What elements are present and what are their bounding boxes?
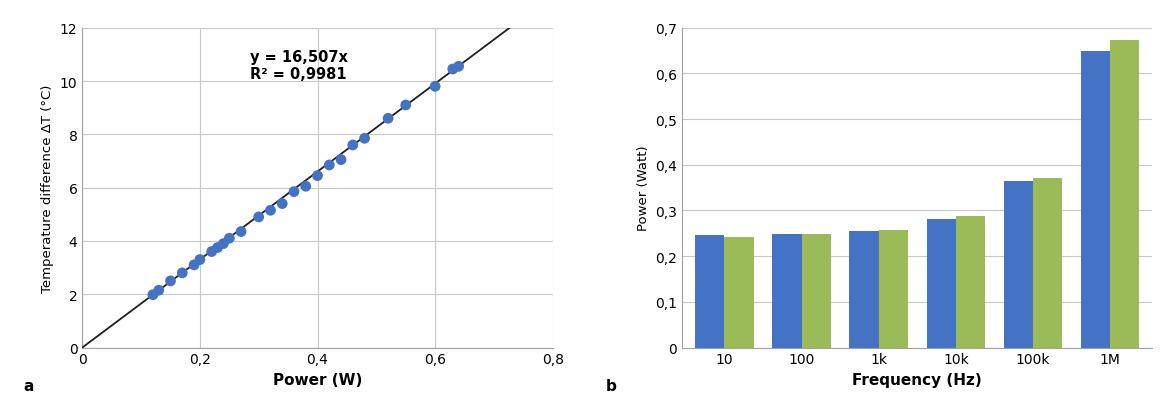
Point [261,207,280,214]
Point [308,173,327,180]
Bar [695,235,724,348]
Point [249,214,268,221]
Bar [802,234,831,348]
Point [379,116,397,122]
Point [191,257,209,263]
Point [443,67,462,73]
Point [220,236,239,242]
Bar [878,231,908,348]
Text: a: a [24,378,34,393]
Point [449,64,468,70]
Point [143,292,162,298]
Bar [1003,182,1033,348]
Point [161,278,180,285]
Bar [956,216,985,348]
Point [185,262,203,269]
Point [343,142,362,149]
Point [296,184,315,190]
Point [320,162,339,169]
Bar [773,234,802,348]
Point [208,245,227,251]
X-axis label: Frequency (Hz): Frequency (Hz) [853,372,982,387]
Point [273,201,292,207]
Y-axis label: Power (Watt): Power (Watt) [636,146,649,231]
Point [149,287,168,294]
Bar [927,220,956,348]
Point [214,240,233,247]
Point [173,270,192,276]
Point [232,229,250,235]
Point [332,157,350,164]
Text: b: b [606,378,616,393]
Point [202,249,221,255]
X-axis label: Power (W): Power (W) [273,372,362,387]
Y-axis label: Temperature difference ΔT (°C): Temperature difference ΔT (°C) [41,84,54,292]
Bar [1081,52,1110,348]
Point [355,136,374,142]
Bar [1033,178,1062,348]
Legend: Oscilloscope measurements, Calorimetric apparatus measurements: Oscilloscope measurements, Calorimetric … [679,408,1118,409]
Point [426,84,445,90]
Bar [1110,41,1140,348]
Bar [724,238,754,348]
Bar [849,231,878,348]
Text: y = 16,507x
R² = 0,9981: y = 16,507x R² = 0,9981 [249,50,348,82]
Point [285,189,303,196]
Point [396,103,415,109]
